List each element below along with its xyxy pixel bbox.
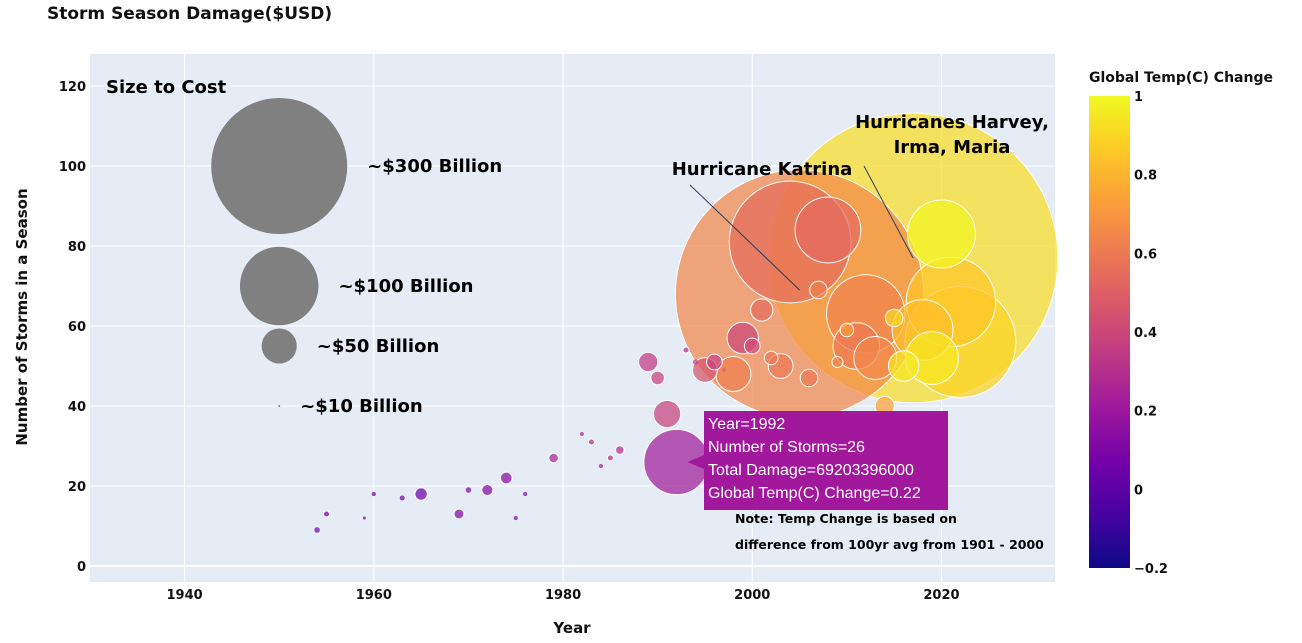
colorbar: Global Temp(C) Change −0.2 0 0.2 0.4 0.6 0.8 1 bbox=[1089, 70, 1273, 577]
data-point bbox=[839, 322, 855, 338]
data-point bbox=[721, 367, 727, 373]
x-tick-label: 2020 bbox=[923, 588, 959, 603]
annotation-label: Irma, Maria bbox=[894, 137, 1011, 158]
y-tick-label: 20 bbox=[68, 480, 86, 495]
temp-note: Note: Temp Change is based on difference… bbox=[735, 511, 1044, 552]
data-point bbox=[884, 308, 904, 328]
colorbar-tick: 0.4 bbox=[1134, 326, 1157, 341]
data-point bbox=[906, 199, 976, 269]
y-axis-title: Number of Storms in a Season bbox=[13, 188, 31, 445]
x-tick-label: 1980 bbox=[545, 588, 581, 603]
data-point bbox=[799, 368, 819, 388]
y-tick-label: 80 bbox=[68, 240, 86, 255]
size-legend-label: ~$100 Billion bbox=[338, 276, 473, 297]
data-point bbox=[453, 508, 465, 520]
annotation-label: Hurricanes Harvey, bbox=[855, 112, 1049, 133]
data-point bbox=[763, 350, 779, 366]
x-tick-label: 2000 bbox=[734, 588, 770, 603]
colorbar-tick: 0 bbox=[1134, 483, 1143, 498]
data-point bbox=[682, 346, 690, 354]
data-point bbox=[638, 351, 659, 373]
annotation-arrow bbox=[863, 165, 914, 259]
colorbar-gradient bbox=[1089, 96, 1130, 568]
colorbar-tick: 0.8 bbox=[1134, 169, 1157, 184]
colorbar-tick: 0.6 bbox=[1134, 247, 1157, 262]
axis-ticks: 1940 1960 1980 2000 2020 0 20 40 60 80 100 120 bbox=[59, 80, 960, 603]
hover-tooltip: Year=1992 Number of Storms=26 Total Damage… bbox=[687, 411, 948, 510]
tooltip-line: Global Temp(C) Change=0.22 bbox=[708, 485, 921, 502]
data-point bbox=[598, 463, 604, 469]
data-point bbox=[653, 399, 682, 429]
size-legend-bubble bbox=[239, 246, 319, 326]
data-point bbox=[399, 495, 405, 501]
size-legend-title: Size to Cost bbox=[106, 77, 227, 98]
data-point bbox=[693, 359, 698, 365]
data-point bbox=[523, 491, 528, 497]
data-point bbox=[481, 483, 494, 497]
size-legend: Size to Cost ~$300 Billion ~$100 Billion ~… bbox=[106, 77, 502, 417]
y-tick-label: 60 bbox=[68, 320, 86, 335]
data-point bbox=[513, 515, 518, 521]
y-tick-label: 120 bbox=[59, 80, 86, 95]
data-point bbox=[809, 280, 828, 300]
data-point bbox=[606, 454, 614, 462]
data-points bbox=[314, 112, 1059, 533]
note-line-1: Note: Temp Change is based on bbox=[735, 511, 957, 526]
data-point bbox=[706, 353, 723, 371]
size-legend-label: ~$50 Billion bbox=[317, 336, 440, 357]
size-legend-bubble bbox=[261, 328, 297, 364]
data-point bbox=[322, 510, 331, 518]
size-legend-bubble bbox=[278, 405, 281, 407]
note-line-2: difference from 100yr avg from 1901 - 20… bbox=[735, 537, 1044, 552]
data-point bbox=[579, 432, 584, 436]
x-tick-label: 1940 bbox=[167, 588, 203, 603]
annotation-label: Hurricane Katrina bbox=[672, 159, 853, 180]
tooltip-box bbox=[704, 411, 948, 510]
size-legend-label: ~$10 Billion bbox=[300, 396, 423, 417]
chart-title: Storm Season Damage($USD) bbox=[47, 4, 332, 24]
data-point bbox=[887, 350, 920, 382]
tooltip-line: Total Damage=69203396000 bbox=[708, 462, 914, 479]
tooltip-line: Year=1992 bbox=[708, 416, 785, 433]
x-axis-title: Year bbox=[552, 619, 591, 637]
data-point bbox=[750, 298, 774, 322]
colorbar-tick: 0.2 bbox=[1134, 405, 1157, 420]
x-tick-label: 1960 bbox=[356, 588, 392, 603]
tooltip-pointer bbox=[687, 455, 704, 469]
data-point bbox=[831, 355, 844, 369]
data-point bbox=[650, 370, 665, 386]
colorbar-tick: 1 bbox=[1134, 90, 1143, 105]
colorbar-title: Global Temp(C) Change bbox=[1089, 70, 1273, 86]
annotations: Hurricane Katrina Hurricanes Harvey, Irma,… bbox=[672, 112, 1049, 291]
colorbar-tick: −0.2 bbox=[1134, 562, 1168, 577]
data-point bbox=[414, 487, 428, 501]
data-point bbox=[314, 527, 320, 533]
size-legend-label: ~$300 Billion bbox=[367, 156, 502, 177]
size-legend-bubble bbox=[211, 98, 348, 234]
data-point bbox=[587, 438, 595, 446]
y-tick-label: 100 bbox=[59, 160, 86, 175]
data-point bbox=[371, 491, 376, 497]
data-point bbox=[794, 196, 862, 264]
annotation-arrow bbox=[689, 184, 800, 291]
y-tick-label: 0 bbox=[77, 560, 86, 575]
data-point bbox=[362, 516, 366, 520]
data-point bbox=[615, 445, 625, 455]
data-point bbox=[465, 487, 472, 493]
data-point bbox=[743, 337, 761, 355]
y-tick-label: 40 bbox=[68, 400, 86, 415]
data-point bbox=[548, 452, 559, 464]
data-point bbox=[499, 471, 513, 485]
tooltip-line: Number of Storms=26 bbox=[708, 439, 865, 456]
